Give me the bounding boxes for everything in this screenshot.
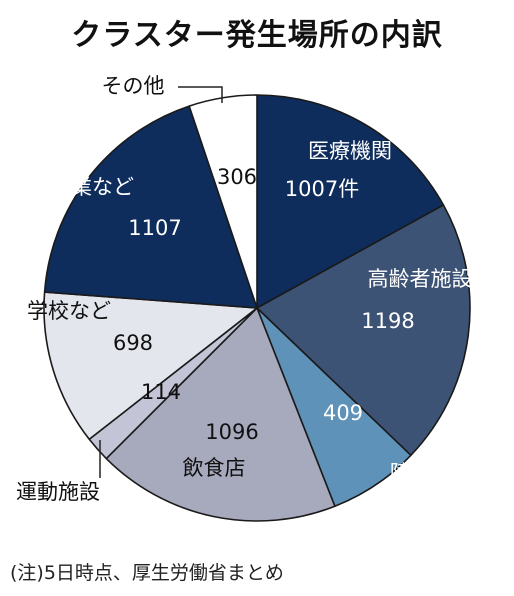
value-label-disability-child-welfare: 409: [323, 401, 363, 425]
pie-slice-restaurants: [105, 307, 336, 522]
slice-label-elderly-care: 高齢者施設: [368, 267, 473, 291]
pie-slice-medical: [256, 94, 445, 309]
value-label-medical: 1007件: [285, 177, 359, 201]
value-label-other: 306: [217, 165, 257, 189]
slice-label-disability-child-welfare-line1: 障害者・: [390, 461, 474, 485]
pie-slice-companies: [43, 105, 258, 309]
slice-label-medical: 医療機関: [308, 139, 392, 163]
slice-label-disability-child-welfare-line2: 児童福祉施設: [369, 487, 495, 511]
value-label-companies: 1107: [128, 216, 181, 240]
leader-line-other: [178, 86, 223, 103]
value-label-restaurants: 1096: [205, 420, 258, 444]
value-label-schools: 698: [113, 331, 153, 355]
slice-label-sports-facilities: 運動施設: [16, 480, 100, 504]
slice-label-other: その他: [102, 74, 165, 98]
value-label-elderly-care: 1198: [361, 309, 414, 333]
slice-label-companies: 企業など: [50, 175, 134, 199]
slice-label-restaurants: 飲食店: [183, 456, 246, 480]
source-note: (注)5日時点、厚生労働省まとめ: [10, 562, 284, 584]
pie-slice-schools: [43, 291, 258, 441]
slice-label-schools: 学校など: [27, 299, 111, 323]
pie-slice-elderly-care: [256, 204, 471, 457]
value-label-sports-facilities: 114: [141, 380, 181, 404]
chart-title: クラスター発生場所の内訳: [71, 18, 443, 53]
